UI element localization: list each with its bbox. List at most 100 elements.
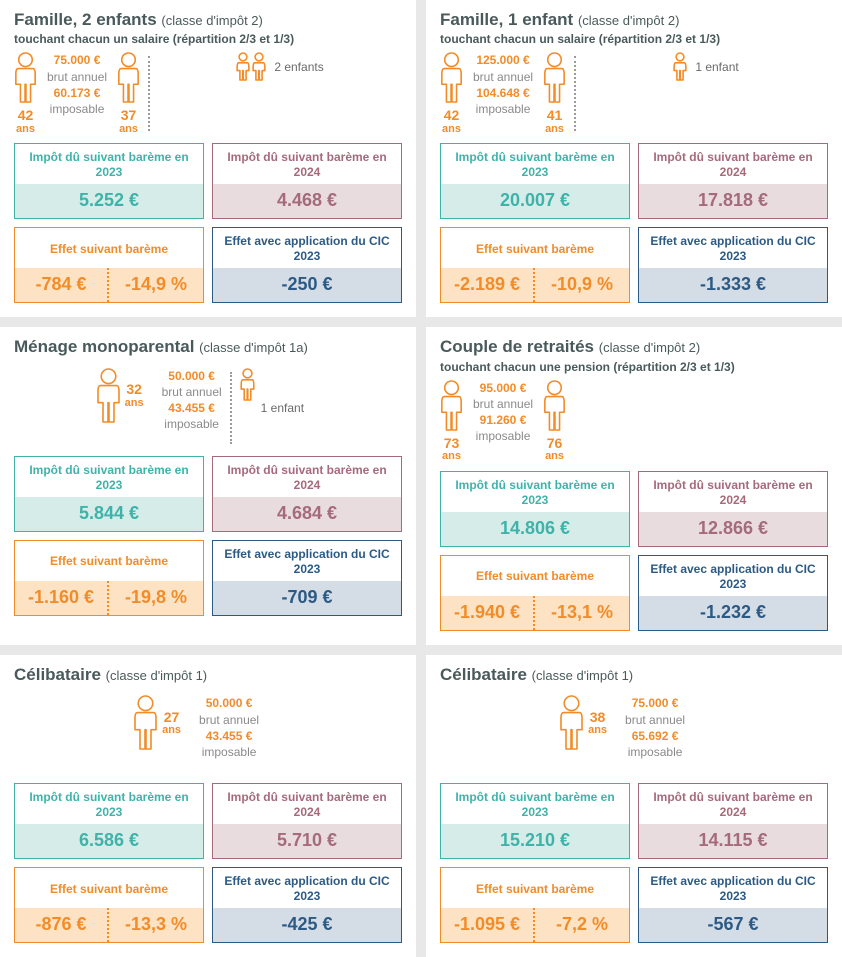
tax-2023-box: Impôt dû suivant barème en 2023 14.806 € — [440, 471, 630, 547]
tax-class: (classe d'impôt 1) — [532, 668, 633, 683]
cic-box: Effet avec application du CIC 2023 -1.33… — [638, 227, 828, 303]
cic-label: Effet avec application du CIC 2023 — [213, 228, 401, 268]
title-main: Ménage monoparental — [14, 337, 194, 356]
children-label: 1 enfant — [695, 60, 738, 74]
income-block: 125.000 € brut annuel 104.648 € imposabl… — [473, 52, 533, 117]
tax-2024-label: Impôt dû suivant barème en 2024 — [639, 784, 827, 824]
tax-2023-value: 5.844 € — [15, 497, 203, 531]
cic-box: Effet avec application du CIC 2023 -567 … — [638, 867, 828, 943]
income-block: 95.000 € brut annuel 91.260 € imposable — [473, 380, 533, 445]
persons-row: 32ans 50.000 € brut annuel 43.455 € impo… — [14, 368, 402, 448]
person-age: 42ans — [442, 108, 461, 135]
person-age: 41ans — [545, 108, 564, 135]
tax-card-5: Célibataire (classe d'impôt 1) 38ans 75.… — [426, 655, 842, 957]
person-icon — [543, 380, 566, 432]
person-icon — [559, 695, 584, 751]
person-icon — [440, 52, 463, 104]
effect-box: Effet suivant barème -2.189 € -10,9 % — [440, 227, 630, 303]
effect-pct: -13,3 % — [109, 908, 203, 942]
cic-label: Effet avec application du CIC 2023 — [639, 228, 827, 268]
tax-2023-box: Impôt dû suivant barème en 2023 20.007 € — [440, 143, 630, 219]
title-main: Famille, 2 enfants — [14, 10, 157, 29]
title-main: Couple de retraités — [440, 337, 594, 356]
persons-row: 73ans 95.000 € brut annuel 91.260 € impo… — [440, 380, 828, 463]
persons-row: 42ans 125.000 € brut annuel 104.648 € im… — [440, 52, 828, 135]
tax-class: (classe d'impôt 2) — [161, 13, 262, 28]
tax-class: (classe d'impôt 1) — [106, 668, 207, 683]
cic-value: -1.232 € — [639, 596, 827, 630]
person-icon — [440, 380, 463, 432]
income-block: 50.000 € brut annuel 43.455 € imposable — [199, 695, 259, 760]
title-main: Célibataire — [440, 665, 527, 684]
tax-card-2: Ménage monoparental (classe d'impôt 1a) … — [0, 327, 416, 644]
person-2: 41ans — [543, 52, 566, 135]
tax-2023-label: Impôt dû suivant barème en 2023 — [15, 784, 203, 824]
child-icon — [252, 52, 266, 82]
effect-abs: -1.095 € — [441, 908, 535, 942]
person-age: 27ans — [162, 710, 181, 737]
person-1: 73ans — [440, 380, 463, 463]
effect-box: Effet suivant barème -1.095 € -7,2 % — [440, 867, 630, 943]
tax-2024-value: 5.710 € — [213, 824, 401, 858]
card-title: Célibataire (classe d'impôt 1) — [440, 665, 828, 685]
person-1: 27ans — [133, 695, 181, 751]
person-1: 38ans — [559, 695, 607, 751]
person-icon — [543, 52, 566, 104]
effect-pct: -7,2 % — [535, 908, 629, 942]
person-icon — [96, 368, 121, 424]
persons-row: 38ans 75.000 € brut annuel 65.692 € impo… — [440, 695, 828, 775]
persons-row: 27ans 50.000 € brut annuel 43.455 € impo… — [14, 695, 402, 775]
cic-value: -1.333 € — [639, 268, 827, 302]
effect-pct: -19,8 % — [109, 581, 203, 615]
children-label: 1 enfant — [261, 401, 304, 415]
effect-label: Effet suivant barème — [15, 868, 203, 908]
person-age: 32ans — [125, 382, 144, 409]
person-age: 73ans — [442, 436, 461, 463]
cic-box: Effet avec application du CIC 2023 -709 … — [212, 540, 402, 616]
income-block: 50.000 € brut annuel 43.455 € imposable — [162, 368, 222, 433]
effect-box: Effet suivant barème -876 € -13,3 % — [14, 867, 204, 943]
tax-2024-box: Impôt dû suivant barème en 2024 5.710 € — [212, 783, 402, 859]
card-subtitle: touchant chacun un salaire (répartition … — [14, 32, 402, 46]
persons-row: 42ans 75.000 € brut annuel 60.173 € impo… — [14, 52, 402, 135]
cic-value: -709 € — [213, 581, 401, 615]
effect-label: Effet suivant barème — [15, 228, 203, 268]
tax-card-4: Célibataire (classe d'impôt 1) 27ans 50.… — [0, 655, 416, 957]
card-title: Ménage monoparental (classe d'impôt 1a) — [14, 337, 402, 357]
tax-2023-value: 20.007 € — [441, 184, 629, 218]
cic-label: Effet avec application du CIC 2023 — [639, 868, 827, 908]
person-icon — [14, 52, 37, 104]
effect-abs: -1.160 € — [15, 581, 109, 615]
tax-2023-value: 6.586 € — [15, 824, 203, 858]
tax-2024-value: 14.115 € — [639, 824, 827, 858]
person-age: 38ans — [588, 710, 607, 737]
effect-abs: -2.189 € — [441, 268, 535, 302]
effect-label: Effet suivant barème — [15, 541, 203, 581]
tax-class: (classe d'impôt 2) — [578, 13, 679, 28]
cic-label: Effet avec application du CIC 2023 — [213, 541, 401, 581]
tax-2024-value: 4.468 € — [213, 184, 401, 218]
tax-2024-value: 17.818 € — [639, 184, 827, 218]
tax-2023-box: Impôt dû suivant barème en 2023 5.252 € — [14, 143, 204, 219]
person-icon — [133, 695, 158, 751]
children-label: 2 enfants — [274, 60, 323, 74]
card-subtitle: touchant chacun un salaire (répartition … — [440, 32, 828, 46]
cic-box: Effet avec application du CIC 2023 -425 … — [212, 867, 402, 943]
cic-value: -567 € — [639, 908, 827, 942]
tax-class: (classe d'impôt 1a) — [199, 340, 308, 355]
title-main: Famille, 1 enfant — [440, 10, 573, 29]
tax-2023-label: Impôt dû suivant barème en 2023 — [15, 457, 203, 497]
tax-2023-box: Impôt dû suivant barème en 2023 15.210 € — [440, 783, 630, 859]
tax-card-3: Couple de retraités (classe d'impôt 2) t… — [426, 327, 842, 644]
tax-2024-label: Impôt dû suivant barème en 2024 — [213, 144, 401, 184]
person-icon — [117, 52, 140, 104]
child-icon — [236, 52, 250, 82]
effect-label: Effet suivant barème — [441, 868, 629, 908]
child-icon — [240, 368, 255, 402]
cic-label: Effet avec application du CIC 2023 — [639, 556, 827, 596]
person-1: 42ans — [14, 52, 37, 135]
tax-card-1: Famille, 1 enfant (classe d'impôt 2) tou… — [426, 0, 842, 317]
tax-2024-label: Impôt dû suivant barème en 2024 — [639, 144, 827, 184]
tax-2024-box: Impôt dû suivant barème en 2024 4.468 € — [212, 143, 402, 219]
tax-2023-box: Impôt dû suivant barème en 2023 5.844 € — [14, 456, 204, 532]
